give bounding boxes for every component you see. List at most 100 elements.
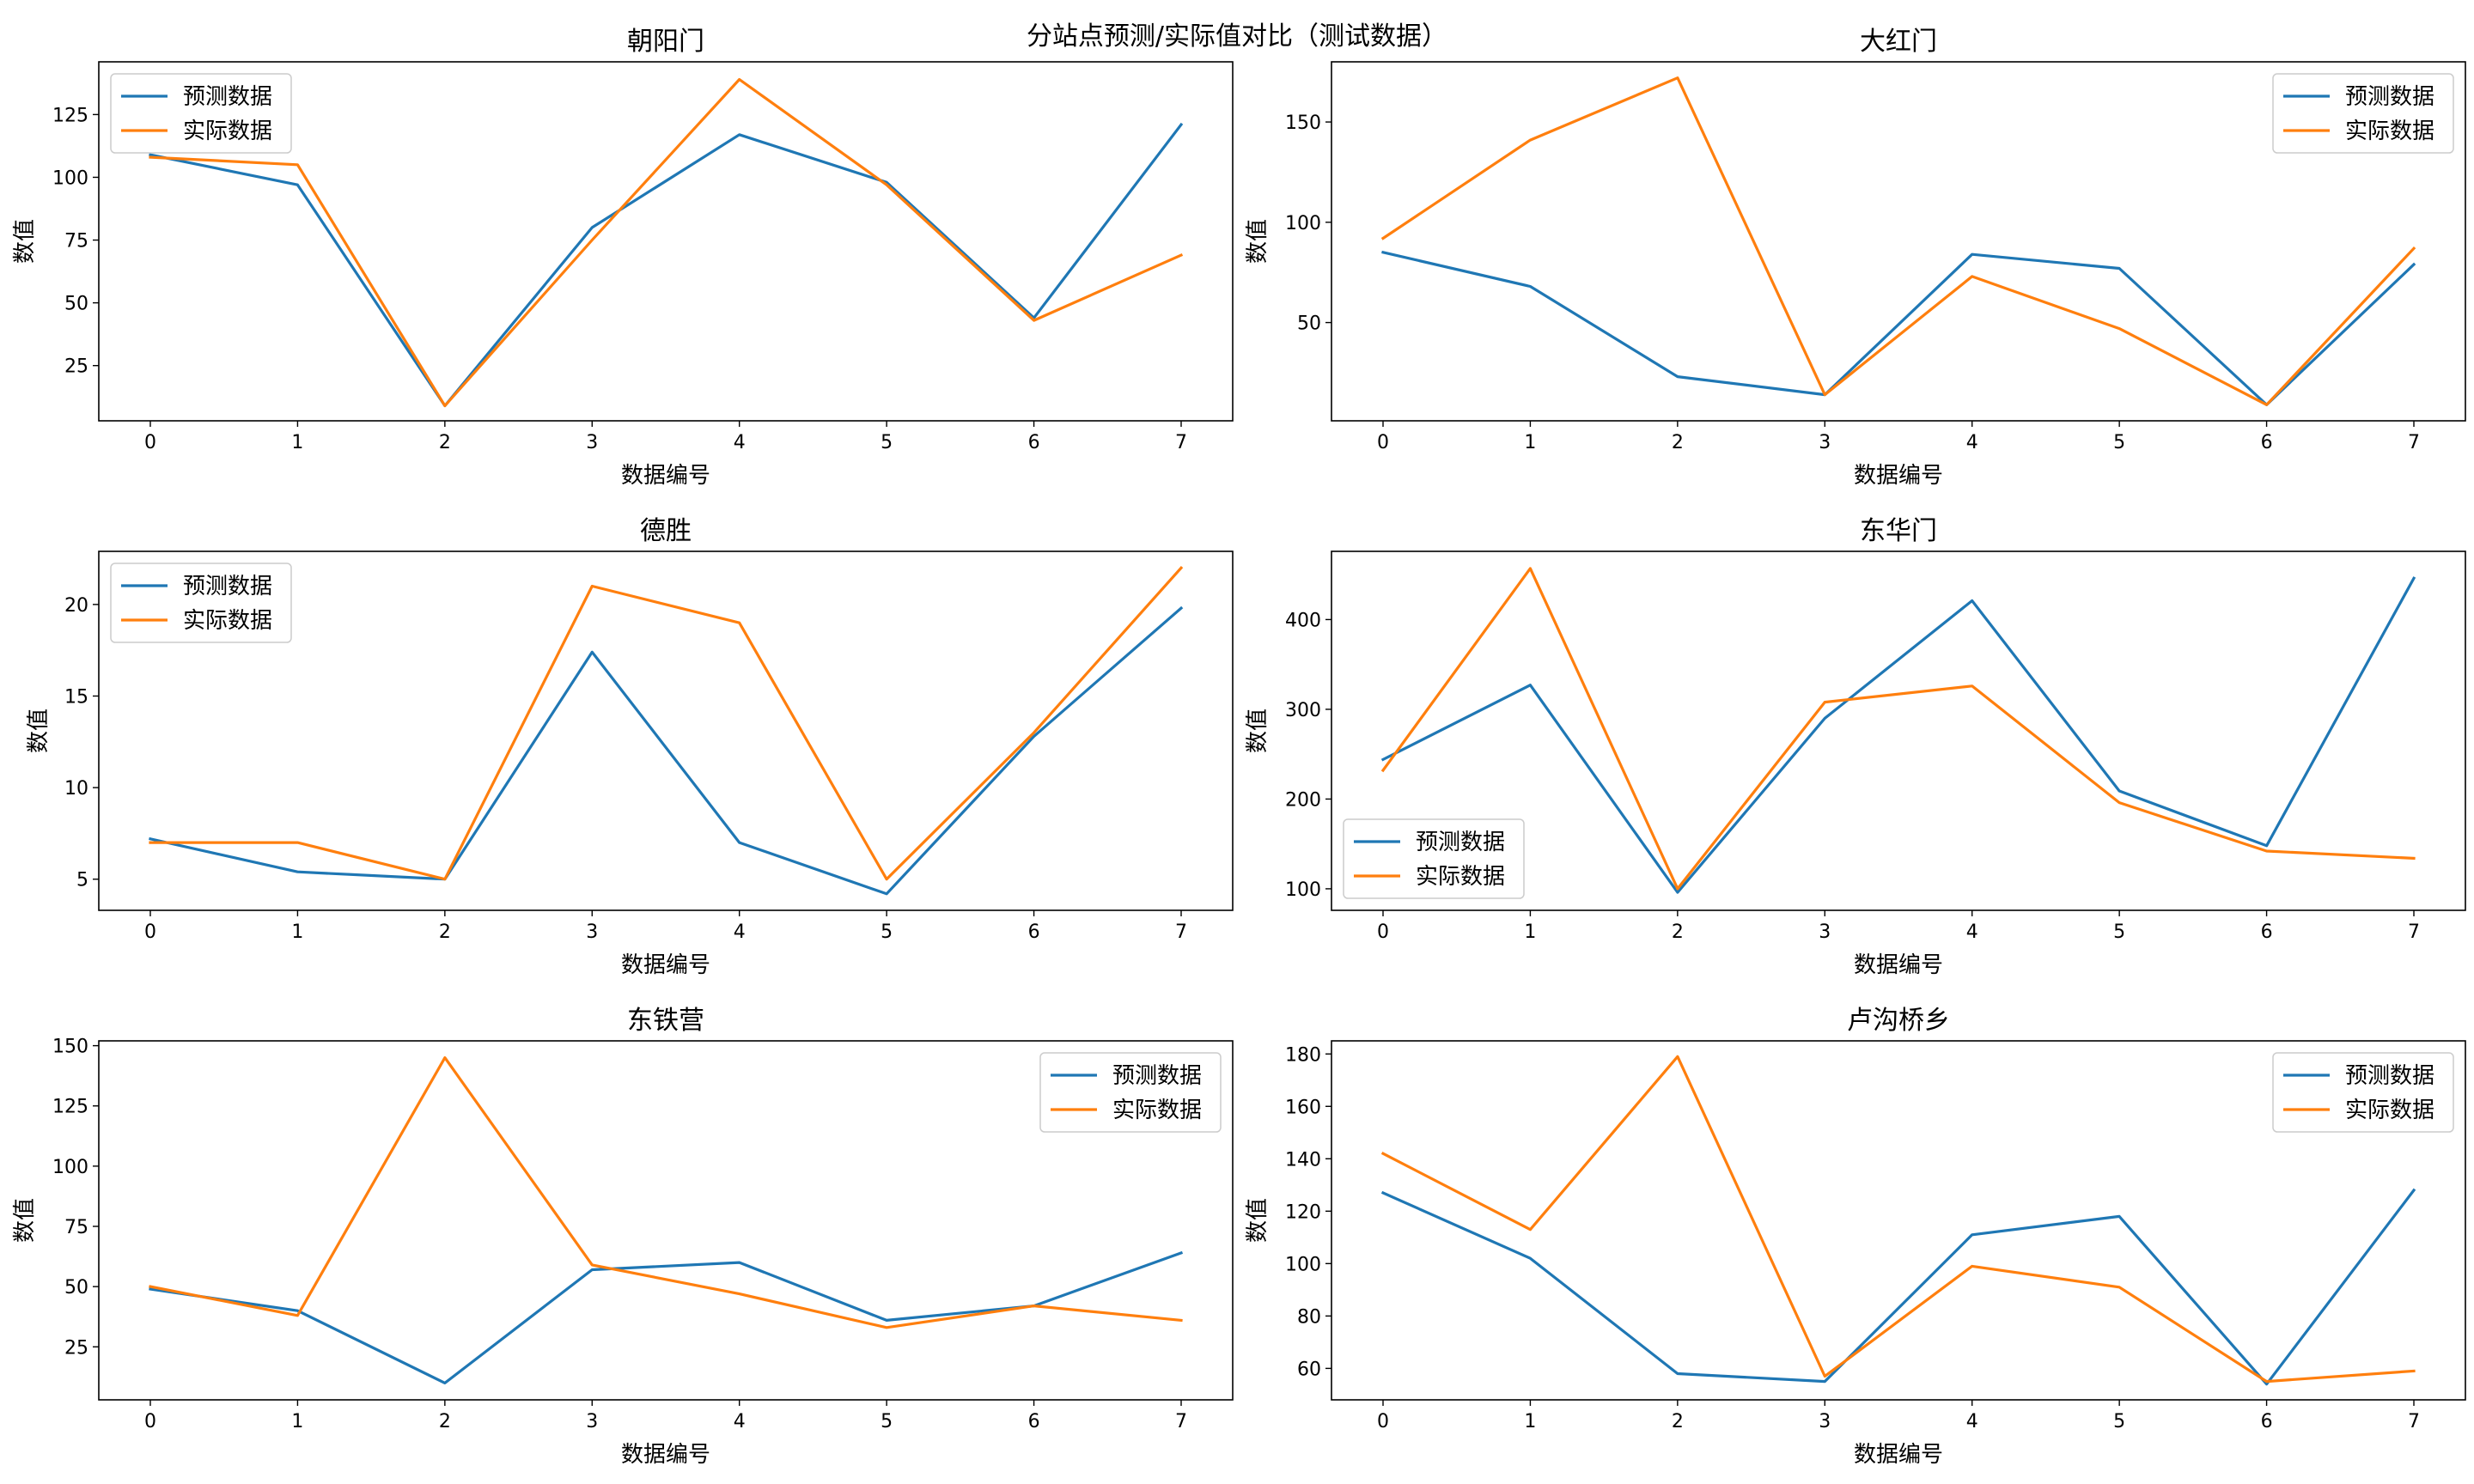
x-tick-label: 2 (439, 1411, 451, 1432)
axes-frame (98, 550, 1234, 911)
y-tick-label: 50 (64, 1277, 88, 1298)
x-tick-label: 6 (1028, 1411, 1040, 1432)
axes-frame (1331, 550, 2466, 911)
legend-label: 实际数据 (2345, 1098, 2434, 1123)
y-axis-label: 数值 (1245, 709, 1271, 753)
plot-area (1380, 1055, 2416, 1386)
y-tick-label: 180 (1285, 1044, 1321, 1066)
y-tick-label: 400 (1285, 610, 1321, 631)
x-axis-label: 数据编号 (1854, 463, 1943, 489)
x-tick-label: 5 (2113, 1411, 2125, 1432)
x-axis-label: 数据编号 (621, 463, 710, 489)
x-axis-label: 数据编号 (621, 952, 710, 978)
y-tick-label: 300 (1285, 700, 1321, 721)
y-tick-label: 50 (64, 294, 88, 315)
legend-label: 实际数据 (1112, 1098, 1202, 1123)
x-tick-label: 2 (1672, 432, 1684, 453)
y-axis-label: 数值 (12, 1198, 38, 1243)
y-tick-label: 60 (1297, 1359, 1321, 1380)
legend-box (110, 73, 292, 154)
y-tick-label: 50 (1297, 313, 1321, 335)
series-line-actual (149, 1055, 1183, 1329)
legend-box (2272, 73, 2454, 154)
x-tick-label: 1 (291, 1411, 303, 1432)
axes-frame (98, 1040, 1234, 1401)
y-tick-label: 125 (52, 1097, 88, 1118)
x-tick-label: 2 (439, 432, 451, 453)
series-line-predicted (149, 605, 1184, 896)
plot-area (149, 1055, 1184, 1385)
plot-area (1380, 76, 2416, 406)
legend-box (2272, 1052, 2454, 1133)
x-tick-label: 5 (881, 921, 893, 943)
legend-label: 实际数据 (2345, 119, 2434, 144)
series-line-actual (1380, 76, 2416, 406)
x-tick-label: 3 (586, 432, 598, 453)
plot-area (1380, 567, 2416, 894)
y-tick-label: 20 (64, 595, 88, 617)
x-tick-label: 2 (1672, 921, 1684, 943)
x-tick-label: 7 (2408, 921, 2420, 943)
x-tick-label: 1 (1524, 1411, 1536, 1432)
x-tick-label: 3 (586, 921, 598, 943)
series-line-predicted (149, 1250, 1184, 1385)
x-tick-label: 0 (144, 1411, 156, 1432)
y-tick-label: 140 (1285, 1149, 1321, 1171)
x-tick-label: 7 (2408, 1411, 2420, 1432)
y-axis-label: 数值 (26, 709, 52, 753)
subplot-title: 大红门 (1860, 27, 1937, 57)
x-tick-label: 6 (2261, 921, 2273, 943)
x-tick-label: 5 (881, 1411, 893, 1432)
x-axis-label: 数据编号 (1854, 952, 1943, 978)
y-tick-label: 160 (1285, 1097, 1321, 1118)
x-axis-label: 数据编号 (1854, 1442, 1943, 1468)
x-tick-label: 6 (2261, 432, 2273, 453)
legend-box (110, 563, 292, 643)
y-tick-label: 25 (64, 356, 88, 378)
legend-label: 实际数据 (1416, 864, 1505, 890)
x-tick-label: 4 (1966, 921, 1978, 943)
x-tick-label: 7 (2408, 432, 2420, 453)
legend-label: 预测数据 (183, 84, 272, 110)
axes-frame (1331, 1040, 2466, 1401)
series-line-actual (1380, 567, 2416, 891)
y-tick-label: 100 (1285, 213, 1321, 234)
y-tick-label: 150 (1285, 113, 1321, 134)
x-tick-label: 3 (1819, 921, 1831, 943)
x-tick-label: 4 (1966, 432, 1978, 453)
x-tick-label: 5 (2113, 921, 2125, 943)
x-tick-label: 1 (1524, 432, 1536, 453)
subplot-title: 德胜 (640, 516, 692, 546)
x-tick-label: 4 (1966, 1411, 1978, 1432)
x-tick-label: 0 (1377, 921, 1389, 943)
plot-area (149, 77, 1184, 408)
y-tick-label: 125 (52, 105, 88, 126)
y-axis-label: 数值 (12, 219, 38, 264)
figure-title: 分站点预测/实际值对比（测试数据） (1027, 21, 1447, 52)
x-tick-label: 3 (1819, 1411, 1831, 1432)
y-tick-label: 100 (52, 1157, 88, 1178)
series-line-actual (1380, 1055, 2416, 1384)
y-tick-label: 200 (1285, 789, 1321, 811)
x-tick-label: 7 (1175, 1411, 1187, 1432)
subplot-title: 东铁营 (627, 1006, 704, 1036)
x-tick-label: 1 (1524, 921, 1536, 943)
y-axis-label: 数值 (1245, 219, 1271, 264)
series-line-predicted (1380, 1188, 2416, 1386)
y-tick-label: 100 (52, 167, 88, 189)
x-tick-label: 7 (1175, 921, 1187, 943)
x-tick-label: 5 (881, 432, 893, 453)
x-tick-label: 7 (1175, 432, 1187, 453)
x-tick-label: 4 (734, 1411, 746, 1432)
series-line-actual (149, 77, 1184, 408)
